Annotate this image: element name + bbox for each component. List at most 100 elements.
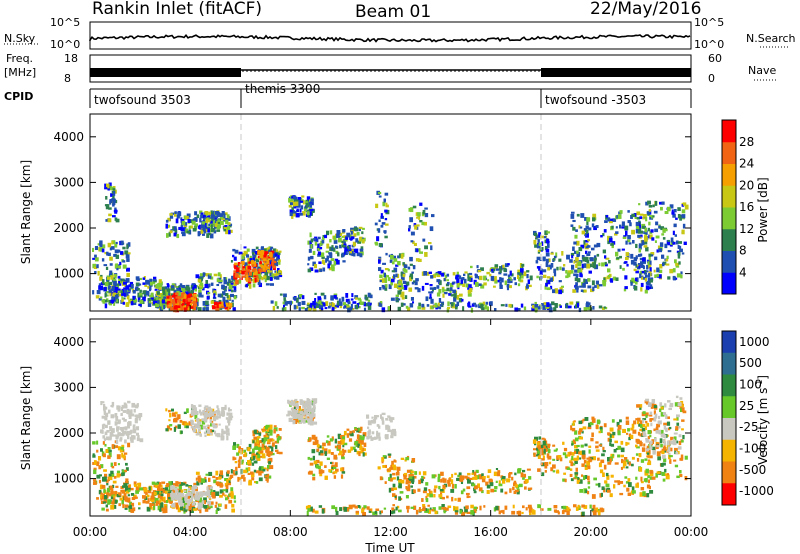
data-cell [204,413,208,419]
data-cell [398,298,401,301]
data-cell [520,472,524,478]
data-cell [255,470,259,474]
data-cell [107,455,111,459]
data-cell [100,492,103,495]
data-cell [105,479,109,483]
data-cell [582,504,586,508]
data-cell [677,251,681,256]
data-cell [226,281,230,286]
data-cell [579,272,582,277]
data-cell [322,237,325,241]
data-cell [644,458,648,461]
data-cell [516,511,521,515]
data-cell [343,431,347,436]
data-cell [124,504,129,508]
data-cell [277,436,281,441]
data-cell [337,440,342,445]
data-cell [681,428,684,431]
data-cell [243,266,248,272]
data-cell [272,265,277,269]
data-cell [345,304,350,307]
data-cell [350,303,353,309]
data-cell [501,476,506,481]
data-cell [346,428,350,431]
data-cell [630,253,634,259]
data-cell [325,258,328,263]
data-cell [478,487,483,492]
data-cell [576,289,579,293]
data-cell [109,247,112,251]
data-cell [266,266,271,270]
data-cell [647,435,650,440]
data-cell [369,294,373,299]
data-cell [483,275,487,281]
data-cell [436,292,441,297]
data-cell [653,403,657,407]
data-cell [231,508,236,513]
data-cell [195,423,200,429]
data-cell [462,283,466,288]
data-cell [472,476,476,480]
data-cell [419,480,424,484]
data-cell [526,270,530,273]
data-cell [128,284,131,288]
data-cell [181,286,185,291]
data-cell [229,416,232,421]
data-cell [415,212,419,216]
data-cell [234,461,238,464]
data-cell [576,302,580,308]
data-cell [198,404,202,407]
data-cell [655,426,659,431]
data-cell [264,248,267,253]
data-cell [170,285,175,289]
data-cell [480,284,485,289]
data-cell [565,275,569,279]
data-cell [655,235,660,239]
data-cell [375,508,380,512]
data-cell [175,292,179,296]
data-cell [587,278,591,282]
data-cell [547,280,551,285]
data-cell [575,467,578,472]
data-cell [669,204,674,209]
data-cell [212,305,216,310]
data-cell [222,304,227,307]
data-cell [139,277,143,281]
data-cell [266,451,271,457]
data-cell [237,272,241,277]
data-cell [646,445,649,450]
data-cell [662,462,666,466]
data-cell [333,475,337,479]
data-cell [271,439,275,442]
data-cell [110,496,114,500]
data-cell [669,268,674,274]
data-cell [542,440,546,446]
data-cell [246,254,250,258]
data-cell [246,269,251,272]
data-cell [302,403,306,408]
data-cell [640,287,643,292]
data-cell [192,426,196,432]
data-cell [320,452,324,456]
data-cell [639,216,643,220]
station-title: Rankin Inlet (fitACF) [92,0,262,19]
data-cell [179,482,184,486]
data-cell [107,252,111,257]
data-cell [354,428,358,431]
data-cell [394,495,397,498]
data-cell [592,306,595,310]
data-cell [100,464,104,469]
data-cell [130,301,134,306]
data-cell [644,412,649,417]
data-cell [412,205,417,209]
data-cell [500,304,505,307]
nsky-panel-frame [89,21,692,50]
data-cell [256,436,261,439]
data-cell [99,276,103,281]
data-cell [102,282,107,286]
data-cell [440,471,444,476]
data-cell [307,302,310,305]
data-cell [283,297,286,301]
data-cell [642,276,647,280]
data-cell [308,199,312,203]
